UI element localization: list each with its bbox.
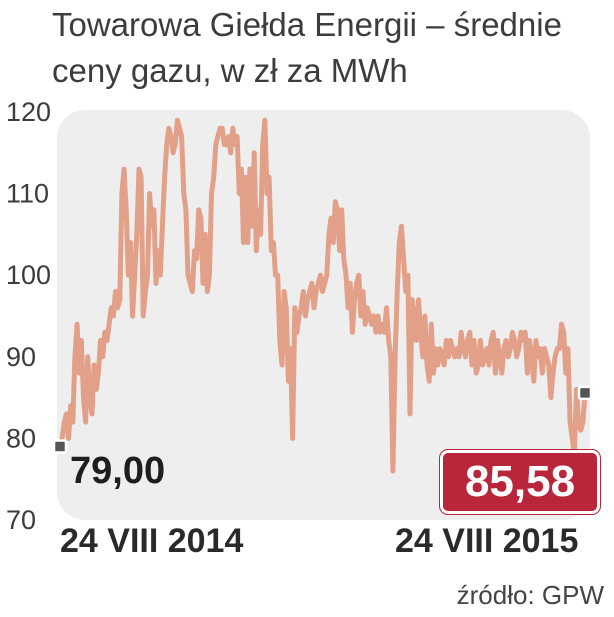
y-tick-label: 120 [6,97,51,127]
plot-panel [57,110,590,520]
end-value-badge: 85,58 [440,450,600,514]
x-label-end: 24 VIII 2015 [395,522,579,560]
end-point-marker [577,385,593,401]
y-tick-label: 100 [6,260,51,290]
y-tick-label: 90 [6,342,36,372]
start-value-label: 79,00 [70,450,166,492]
price-series-line [57,117,588,474]
chart-title: Towarowa Giełda Energii – średnie ceny g… [52,6,562,89]
y-tick-label: 110 [6,179,49,209]
source-note: źródło: GPW [456,580,604,610]
start-point-marker [52,439,68,454]
y-tick-label: 70 [6,505,36,535]
x-label-start: 24 VIII 2014 [60,522,244,560]
y-tick-label: 80 [6,423,36,453]
end-value-label: 85,58 [464,457,576,506]
y-axis-ticks: 120 110 100 90 80 70 [6,97,51,535]
endpoint-markers [52,385,593,454]
